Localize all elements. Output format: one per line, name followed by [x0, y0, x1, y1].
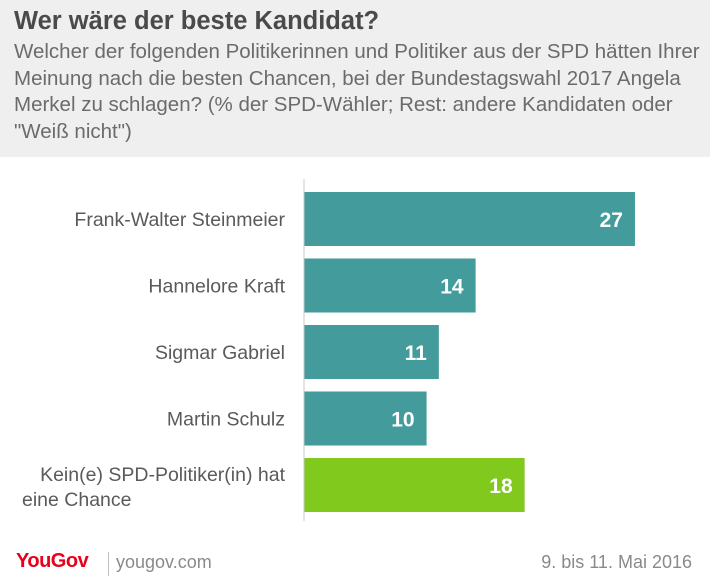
yougov-logo: YouGov [16, 550, 89, 572]
bar [304, 325, 439, 379]
survey-date: 9. bis 11. Mai 2016 [541, 552, 692, 572]
chart-title: Wer wäre der beste Kandidat? [14, 7, 380, 35]
chart-header: Wer wäre der beste Kandidat? Welcher der… [0, 0, 710, 157]
category-label: Sigmar Gabriel [155, 342, 285, 364]
footer-site: yougov.com [116, 552, 212, 572]
footer-divider [108, 552, 109, 576]
bar [304, 258, 476, 313]
bar-value-label: 10 [391, 409, 414, 432]
category-label: Martin Schulz [167, 409, 285, 431]
category-label: Hannelore Kraft [148, 276, 285, 298]
bar-value-label: 18 [489, 475, 513, 498]
bar [304, 458, 525, 512]
bar-value-label: 27 [600, 209, 623, 232]
category-label-line: Kein(e) SPD-Politiker(in) hat [40, 464, 285, 486]
category-label-line: eine Chance [22, 489, 132, 511]
chart-subtitle: Welcher der folgenden Politikerinnen und… [14, 40, 700, 143]
category-label: Kein(e) SPD-Politiker(in) hat eine Chance [22, 464, 286, 511]
bar [304, 391, 427, 446]
bar-chart: 27 Frank-Walter Steinmeier 14 Hannelore Kra… [22, 179, 635, 521]
bar-value-label: 14 [440, 276, 464, 299]
category-label: Frank-Walter Steinmeier [74, 209, 285, 231]
bar-value-label: 11 [405, 342, 428, 365]
bar [304, 192, 635, 246]
